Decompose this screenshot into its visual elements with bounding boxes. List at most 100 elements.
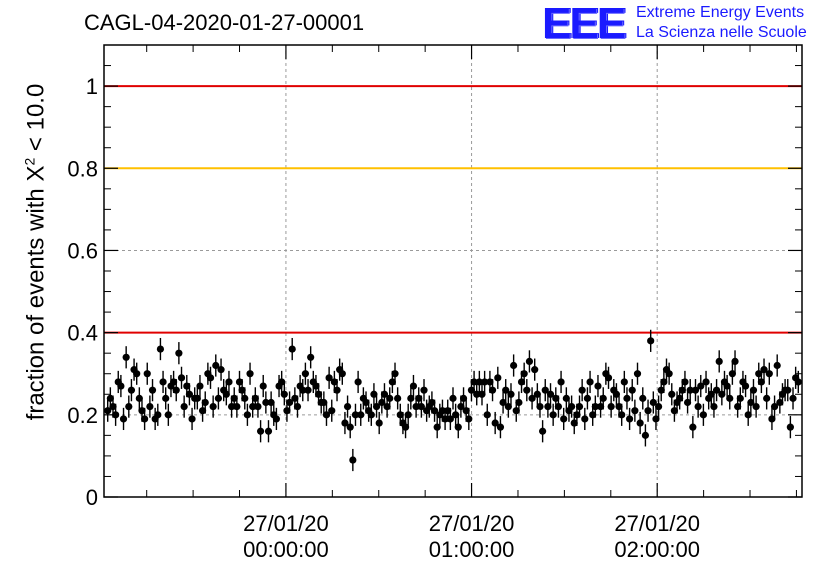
data-point [620,378,628,386]
logo-line-1: Extreme Energy Events [636,4,805,21]
data-point [354,378,362,386]
data-point [649,398,657,407]
data-point [233,403,241,411]
data-point [104,407,112,415]
data-point [148,386,157,394]
data-point [446,415,454,423]
data-point [470,378,478,386]
y-axis-label-suffix: < 10.0 [22,83,50,158]
data-point [494,374,502,382]
data-points [104,329,802,472]
x-tick-label-date: 27/01/20 [429,511,515,536]
data-point [351,411,360,419]
data-point [301,370,309,378]
data-point [488,386,497,394]
data-point [438,407,447,415]
data-point [728,370,736,378]
data-point [409,382,418,390]
data-point [776,398,784,407]
y-axis-label-prefix: fraction of events with X [22,165,50,421]
data-point [554,403,563,411]
data-point [533,390,541,398]
data-point [357,411,365,419]
data-point [715,357,723,365]
data-point [586,378,594,386]
data-point [380,390,389,398]
data-point [375,419,383,427]
data-point [699,411,707,419]
data-point [407,394,415,402]
data-point [333,386,341,394]
data-point [502,386,510,394]
data-point [734,403,742,411]
data-point [404,411,412,419]
data-point [428,398,436,407]
data-point [457,403,465,411]
data-point [570,419,578,427]
data-point [691,386,700,394]
data-point [631,407,639,415]
data-point [510,361,518,370]
data-point [718,390,726,398]
x-tick-label-date: 27/01/20 [243,511,329,536]
data-point [794,378,802,386]
data-point [668,390,676,398]
data-point [678,386,686,394]
data-point [523,386,531,394]
data-point [670,407,679,415]
data-point [164,411,172,419]
data-point [665,370,673,378]
y-tick-label: 0.6 [67,238,98,263]
data-point [528,394,536,402]
data-point [578,386,586,394]
data-point [383,403,391,411]
x-tick-labels: 27/01/2000:00:0027/01/2001:00:0027/01/20… [243,511,700,562]
data-point [254,403,262,411]
y-axis-label: fraction of events with X2 < 10.0 [22,84,51,421]
data-point [183,382,191,390]
data-point [710,403,718,411]
data-point [415,394,423,402]
data-point [412,403,420,411]
data-point [546,390,555,398]
data-point [172,386,180,394]
data-point [633,370,642,378]
data-point [628,386,636,394]
data-point [496,423,505,431]
data-point [299,386,307,394]
data-point [707,390,715,398]
data-point [589,411,597,419]
data-point [256,427,265,435]
y-axis-label-sup: 2 [21,157,38,166]
data-point [747,398,755,407]
data-point [557,378,565,386]
data-point [539,427,547,435]
data-point [573,411,581,419]
data-point [307,353,315,361]
data-point [159,378,167,386]
data-point [138,407,146,415]
data-point [612,390,621,398]
data-point [188,415,196,423]
data-point [789,394,797,402]
y-tick-label: 0.2 [67,403,98,428]
data-point [267,398,275,407]
data-point [154,411,162,419]
data-point [109,403,117,411]
data-point [615,403,623,411]
axis-ticks [104,45,802,498]
data-point [175,349,183,357]
data-point [156,345,165,353]
data-point [657,386,665,394]
data-point [322,411,331,419]
data-point [133,370,141,378]
data-point [454,423,462,431]
x-tick-label-date: 27/01/20 [614,511,700,536]
data-point [517,378,526,386]
data-point [225,378,233,386]
data-point [125,403,133,411]
data-point [230,394,238,402]
data-point [641,431,650,439]
data-point [597,403,605,411]
data-point [757,378,765,386]
